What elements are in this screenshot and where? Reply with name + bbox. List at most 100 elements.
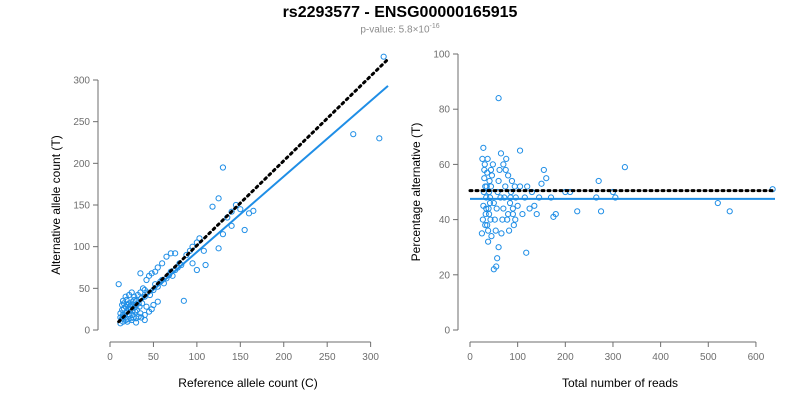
right-data-point (500, 161, 507, 168)
right-data-point (502, 166, 509, 174)
right-data-point (494, 255, 501, 262)
right-y-tick-label: 20 (439, 270, 451, 281)
left-data-point (350, 131, 357, 138)
right-data-point (485, 227, 492, 234)
right-scatter-panel: Total number of reads Percentage alterna… (409, 50, 777, 390)
left-data-point (148, 306, 155, 313)
right-data-point (478, 230, 486, 237)
right-x-tick-label: 400 (652, 352, 669, 363)
right-x-tick-label: 300 (605, 352, 622, 363)
left-y-tick-label: 50 (79, 284, 91, 295)
left-y-tick-label: 150 (73, 201, 90, 212)
right-data-point (484, 155, 491, 162)
right-data-point (536, 194, 543, 201)
right-data-point (486, 194, 494, 201)
right-data-point (493, 205, 500, 212)
right-data-point (487, 166, 495, 174)
right-data-point (526, 205, 533, 212)
right-y-tick-label: 0 (444, 326, 450, 337)
left-x-tick-label: 250 (319, 352, 336, 363)
left-y-tick-label: 0 (84, 326, 90, 337)
right-x-tick-label: 600 (748, 352, 765, 363)
left-data-point (132, 308, 139, 315)
left-data-point (215, 195, 222, 202)
left-data-point (193, 266, 200, 274)
right-data-point (479, 216, 486, 223)
right-data-point (488, 172, 496, 179)
right-data-point (500, 205, 507, 212)
left-data-point (135, 313, 142, 320)
right-y-tick-label: 60 (439, 160, 451, 171)
right-data-point (516, 183, 524, 190)
right-data-point (488, 233, 495, 240)
right-data-point (538, 180, 545, 187)
right-data-point (495, 177, 502, 185)
left-data-point (209, 203, 216, 210)
left-data-point (202, 261, 209, 269)
right-x-tick-label: 200 (557, 352, 574, 363)
right-data-point (502, 183, 509, 190)
right-data-point (524, 183, 531, 190)
right-data-point (540, 166, 547, 174)
right-x-tick-label: 0 (467, 352, 473, 363)
left-y-axis: 0 50 100 150 200 250 300 (73, 76, 99, 337)
right-data-point (523, 249, 530, 256)
right-data-point (482, 183, 489, 190)
right-x-tick-label: 100 (509, 352, 526, 363)
right-x-tick-label: 500 (700, 352, 717, 363)
right-y-tick-label: 40 (439, 215, 451, 226)
left-data-point (172, 250, 179, 257)
left-data-point (180, 297, 187, 304)
right-data-point (714, 199, 721, 207)
right-data-point (484, 222, 491, 229)
left-y-axis-label: Alternative allele count (T) (49, 135, 63, 274)
right-data-point (509, 210, 516, 218)
left-data-point (137, 270, 144, 277)
right-data-point (493, 263, 500, 270)
left-x-tick-label: 300 (362, 352, 379, 363)
left-reference-line (117, 57, 390, 324)
left-data-point (139, 285, 147, 292)
right-data-point (496, 166, 503, 174)
right-y-axis: 0 20 40 60 80 100 (433, 50, 459, 337)
left-data-point (119, 301, 126, 309)
left-data-point (189, 260, 196, 267)
right-data-point (506, 199, 514, 207)
right-data-point (486, 177, 493, 185)
right-data-point (597, 208, 605, 215)
right-data-point (521, 194, 528, 201)
right-data-point (482, 222, 489, 229)
left-data-point (163, 253, 170, 260)
left-x-axis-label: Reference allele count (C) (178, 376, 317, 390)
right-data-point (512, 216, 519, 223)
right-data-point (593, 194, 600, 201)
left-fit-line (118, 85, 389, 321)
pvalue-text: p-value: 5.8×10 (360, 24, 430, 36)
right-data-point (490, 199, 497, 207)
chart-subtitle: p-value: 5.8×10-16 (0, 23, 800, 35)
right-y-tick-label: 100 (433, 50, 450, 61)
right-data-point (510, 222, 517, 229)
left-data-point (122, 293, 129, 300)
left-data-point (200, 247, 207, 254)
right-data-point (507, 194, 514, 201)
left-data-point (123, 296, 130, 304)
right-data-point (479, 155, 486, 162)
left-x-tick-label: 100 (189, 352, 206, 363)
right-x-axis: 0 100 200 300 400 500 600 (467, 341, 765, 363)
left-data-point (228, 208, 235, 215)
right-points (478, 95, 776, 273)
right-data-point (481, 166, 488, 174)
left-x-tick-label: 200 (275, 352, 292, 363)
right-data-point (612, 194, 619, 201)
right-y-tick-label: 80 (439, 105, 451, 116)
right-data-point (498, 230, 505, 237)
left-y-tick-label: 250 (73, 117, 90, 128)
right-data-point (516, 147, 524, 154)
left-x-tick-label: 0 (107, 352, 113, 363)
right-data-point (480, 144, 487, 151)
left-x-axis: 0 50 100 150 200 250 300 (107, 341, 379, 363)
right-data-point (505, 227, 513, 234)
